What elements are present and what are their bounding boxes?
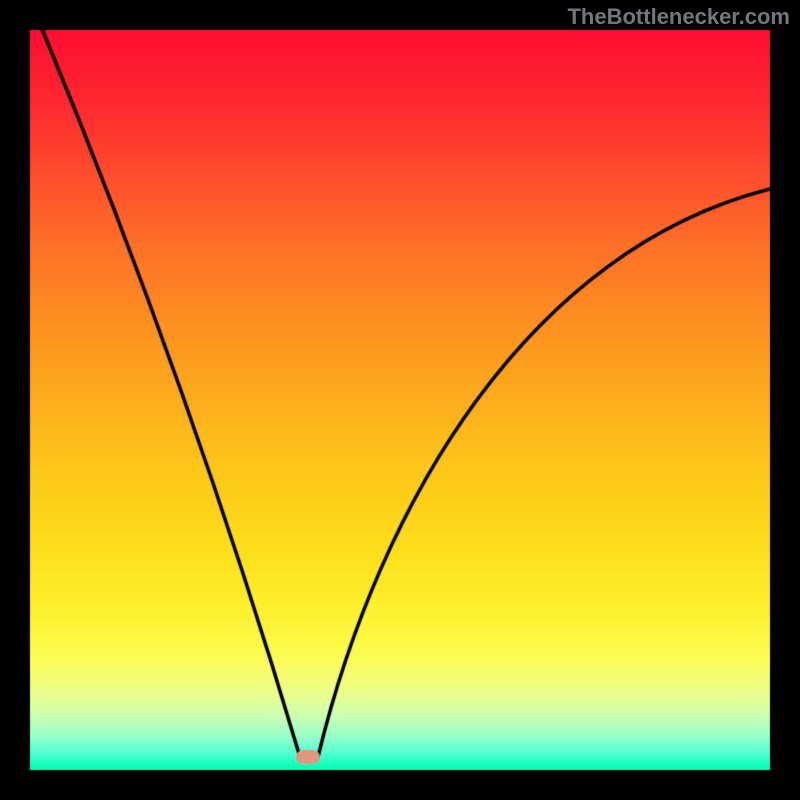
bottleneck-curve-chart xyxy=(0,0,800,800)
chart-container: TheBottlenecker.com xyxy=(0,0,800,800)
watermark-text: TheBottlenecker.com xyxy=(567,4,790,30)
